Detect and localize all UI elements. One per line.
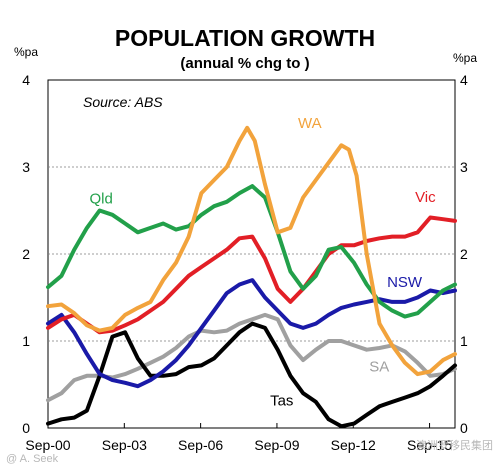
y-tick-label-right: 4: [460, 72, 468, 88]
series-line-wa: [46, 125, 457, 377]
series-label-vic: Vic: [415, 189, 436, 206]
y-tick-label-right: 2: [460, 246, 468, 262]
x-tick-label: Sep-06: [178, 437, 223, 453]
y-tick-label-right: 3: [460, 159, 468, 175]
y-tick-label-left: 3: [22, 159, 30, 175]
y-tick-label-left: 2: [22, 246, 30, 262]
series-labels: Qld WA Vic NSW SA Tas: [89, 115, 436, 410]
y-tick-label-left: 4: [22, 72, 30, 88]
series-lines: [46, 125, 457, 429]
chart-title: POPULATION GROWTH: [115, 25, 375, 51]
series-label-tas: Tas: [270, 392, 293, 409]
y-tick-label-right: 1: [460, 333, 468, 349]
x-tick-label: Sep-12: [331, 437, 376, 453]
x-tick-label: Sep-09: [254, 437, 299, 453]
y-axis-right: 0 1 2 3 4: [460, 72, 468, 436]
y-tick-label-right: 0: [460, 420, 468, 436]
x-tick-label: Sep-15: [407, 437, 452, 453]
series-label-nsw: NSW: [387, 274, 423, 291]
series-label-wa: WA: [298, 115, 322, 132]
y-axis-right-unit: %pa: [453, 51, 477, 65]
series-label-sa: SA: [369, 358, 389, 375]
chart-subtitle: (annual % chg to ): [180, 55, 309, 72]
y-tick-label-left: 0: [22, 420, 30, 436]
x-tick-label: Sep-03: [102, 437, 147, 453]
watermark-left: @ A. Seek: [6, 453, 59, 465]
y-tick-label-left: 1: [22, 333, 30, 349]
series-line-nsw: [46, 278, 457, 389]
series-line-qld: [46, 184, 457, 319]
y-axis-left: 0 1 2 3 4: [22, 72, 30, 436]
source-note: Source: ABS: [83, 94, 163, 110]
watermark-right: 澳洲罗移民集团: [416, 438, 493, 452]
series-label-qld: Qld: [89, 191, 112, 208]
x-tick-label: Sep-00: [25, 437, 70, 453]
series-line-tas: [46, 321, 457, 429]
series-line-sa: [46, 312, 457, 403]
y-axis-left-unit: %pa: [14, 45, 38, 59]
x-axis: Sep-00 Sep-03 Sep-06 Sep-09 Sep-12 Sep-15: [25, 423, 452, 453]
series-line-vic: [46, 215, 457, 335]
